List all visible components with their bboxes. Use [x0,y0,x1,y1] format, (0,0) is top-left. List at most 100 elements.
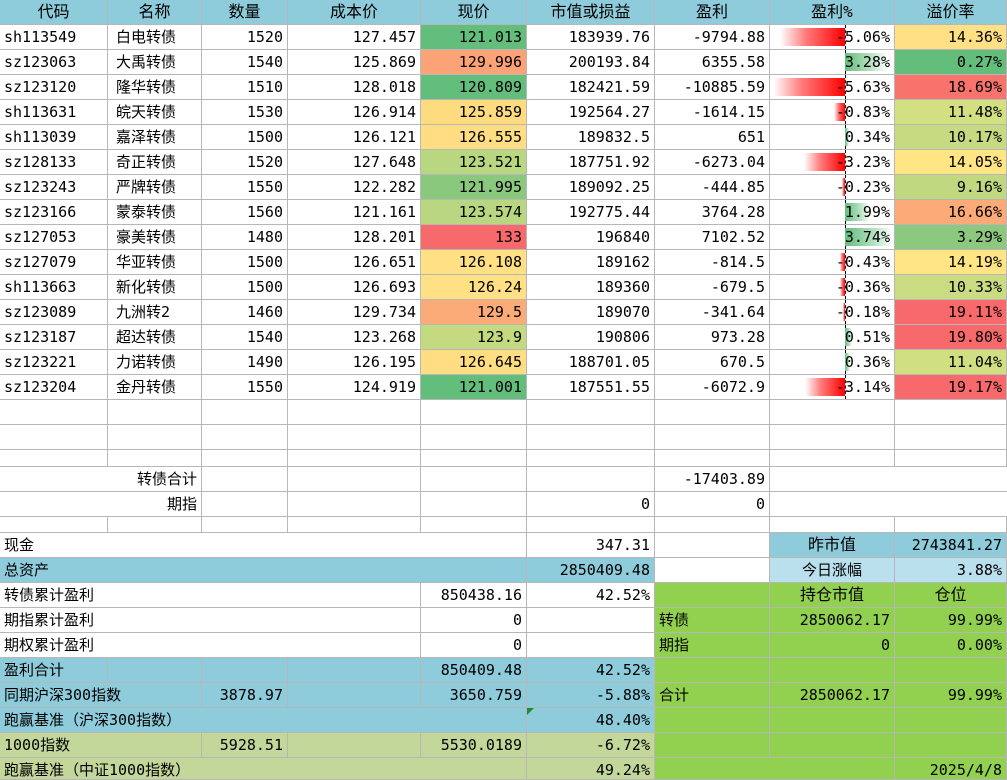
cell-value[interactable]: 187751.92 [527,150,655,175]
cell-price[interactable]: 123.521 [421,150,527,175]
empty-cell[interactable] [655,658,770,683]
beat-csi1000-label[interactable]: 跑赢基准（中证1000指数） [0,758,527,780]
cell-price[interactable]: 126.108 [421,250,527,275]
empty-cell[interactable] [655,400,770,425]
cell-cost[interactable]: 125.869 [288,50,421,75]
empty-cell[interactable] [895,517,1007,533]
total-holding-mv[interactable]: 2850062.17 [770,683,895,708]
empty-cell[interactable] [655,758,895,780]
cell-qty[interactable]: 1510 [202,75,288,100]
hs300-pct[interactable]: -5.88% [527,683,655,708]
empty-cell[interactable] [895,450,1007,467]
cell-qty[interactable]: 1500 [202,125,288,150]
today-change-value[interactable]: 3.88% [895,558,1007,583]
empty-cell[interactable] [655,583,770,608]
empty-cell[interactable] [202,492,288,517]
empty-cell[interactable] [770,400,895,425]
cell-premium[interactable]: 14.36% [895,25,1007,50]
empty-cell[interactable] [527,425,655,450]
cell-value[interactable]: 190806 [527,325,655,350]
empty-cell[interactable] [527,400,655,425]
cell-value[interactable]: 196840 [527,225,655,250]
cell-price[interactable]: 121.995 [421,175,527,200]
column-header-price[interactable]: 现价 [421,0,527,25]
empty-cell[interactable] [108,658,202,683]
empty-cell[interactable] [288,492,421,517]
cell-premium[interactable]: 19.80% [895,325,1007,350]
empty-cell[interactable] [108,400,202,425]
cell-profit-pct[interactable]: -3.14% [770,375,895,400]
column-header-pct[interactable]: 盈利% [770,0,895,25]
cell-code[interactable]: sh113663 [0,275,108,300]
cell-premium[interactable]: 10.17% [895,125,1007,150]
cell-qty[interactable]: 1550 [202,175,288,200]
cell-premium[interactable]: 0.27% [895,50,1007,75]
cell-name[interactable]: 蒙泰转债 [108,200,202,225]
cell-name[interactable]: 隆华转债 [108,75,202,100]
cell-code[interactable]: sz123166 [0,200,108,225]
cell-value[interactable]: 192564.27 [527,100,655,125]
fut-cum-profit-label[interactable]: 期指累计盈利 [0,608,421,633]
empty-cell[interactable] [0,517,108,533]
cell-cost[interactable]: 126.195 [288,350,421,375]
cell-profit-pct[interactable]: -5.06% [770,25,895,50]
cell-cost[interactable]: 126.121 [288,125,421,150]
futures-label[interactable]: 期指 [0,492,202,517]
cell-cost[interactable]: 121.161 [288,200,421,225]
cell-price[interactable]: 120.809 [421,75,527,100]
cell-value[interactable]: 189832.5 [527,125,655,150]
empty-cell[interactable] [527,467,655,492]
empty-cell[interactable] [895,400,1007,425]
empty-cell[interactable] [202,400,288,425]
cell-qty[interactable]: 1540 [202,50,288,75]
empty-cell[interactable] [770,708,895,733]
cell-premium[interactable]: 14.19% [895,250,1007,275]
cell-code[interactable]: sz123187 [0,325,108,350]
empty-cell[interactable] [202,467,288,492]
cell-name[interactable]: 华亚转债 [108,250,202,275]
cell-profit-pct[interactable]: -5.63% [770,75,895,100]
empty-cell[interactable] [288,450,421,467]
empty-cell[interactable] [770,733,895,758]
beat-csi1000-pct[interactable]: 49.24% [527,758,655,780]
cell-price[interactable]: 121.001 [421,375,527,400]
empty-cell[interactable] [895,658,1007,683]
cell-price[interactable]: 129.996 [421,50,527,75]
empty-cell[interactable] [421,517,527,533]
cb-position[interactable]: 99.99% [895,608,1007,633]
empty-cell[interactable] [288,425,421,450]
cell-cost[interactable]: 124.919 [288,375,421,400]
cell-qty[interactable]: 1540 [202,325,288,350]
cell-price[interactable]: 121.013 [421,25,527,50]
cell-qty[interactable]: 1520 [202,25,288,50]
cell-code[interactable]: sh113631 [0,100,108,125]
fut-holding-label[interactable]: 期指 [655,633,770,658]
cell-profit[interactable]: 973.28 [655,325,770,350]
empty-cell[interactable] [655,708,770,733]
cell-cost[interactable]: 128.201 [288,225,421,250]
total-holding-label[interactable]: 合计 [655,683,770,708]
csi1000-label[interactable]: 1000指数 [0,733,202,758]
cell-profit[interactable]: -679.5 [655,275,770,300]
cell-value[interactable]: 200193.84 [527,50,655,75]
profit-total-label[interactable]: 盈利合计 [0,658,108,683]
futures-value[interactable]: 0 [527,492,655,517]
holding-mv-header[interactable]: 持仓市值 [770,583,895,608]
cb-cum-profit-value[interactable]: 850438.16 [421,583,527,608]
fut-holding-mv[interactable]: 0 [770,633,895,658]
position-header[interactable]: 仓位 [895,583,1007,608]
cell-profit-pct[interactable]: 0.34% [770,125,895,150]
cell-name[interactable]: 九洲转2 [108,300,202,325]
empty-cell[interactable] [770,658,895,683]
cash-label[interactable]: 现金 [0,533,527,558]
cell-premium[interactable]: 11.04% [895,350,1007,375]
column-header-prem[interactable]: 溢价率 [895,0,1007,25]
cell-code[interactable]: sz127079 [0,250,108,275]
cell-qty[interactable]: 1560 [202,200,288,225]
cell-profit-pct[interactable]: -0.43% [770,250,895,275]
cell-price[interactable]: 123.9 [421,325,527,350]
cell-value[interactable]: 189162 [527,250,655,275]
empty-cell[interactable] [0,425,108,450]
empty-cell[interactable] [527,633,655,658]
cb-total-label[interactable]: 转债合计 [0,467,202,492]
